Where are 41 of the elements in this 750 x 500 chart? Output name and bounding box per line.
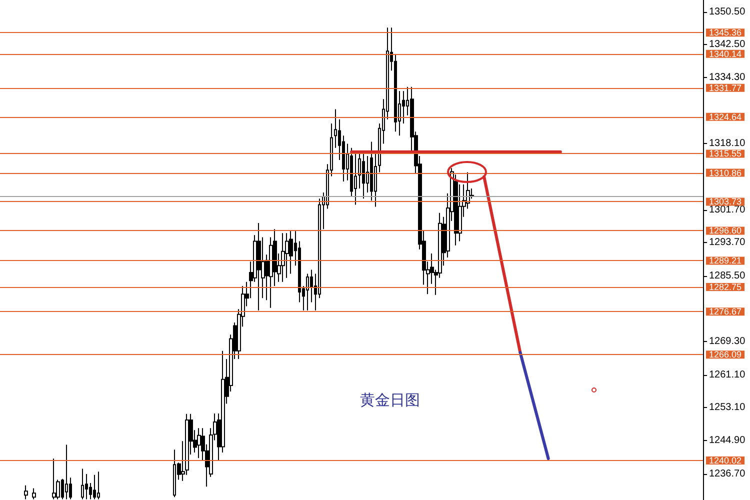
ref-line-label: 1266.09 [709, 350, 742, 360]
candlestick [289, 230, 293, 274]
ref-line-label: 1310.86 [709, 168, 742, 178]
ref-line-label: 1331.77 [709, 82, 742, 93]
candlestick [52, 458, 56, 500]
candlestick [97, 471, 100, 500]
ref-line-label: 1315.55 [709, 148, 742, 159]
ref-line-label: 1340.14 [709, 48, 742, 59]
ref-line-label: 1240.02 [709, 456, 742, 466]
ref-line-label: 1276.67 [709, 306, 742, 317]
candlestick [32, 488, 36, 500]
ref-line-label: 1303.73 [709, 196, 742, 207]
y-tick-label: 1269.30 [709, 336, 746, 348]
ref-line-label: 1296.60 [709, 226, 742, 236]
candlestick [65, 444, 68, 500]
ref-line-label: 1282.75 [709, 282, 742, 292]
candlestick [93, 474, 96, 500]
candlestick [281, 232, 285, 282]
y-tick-label: 1244.90 [709, 435, 746, 446]
y-tick-label: 1261.10 [709, 369, 746, 380]
candlestick [354, 151, 357, 206]
ref-line-label: 1345.36 [709, 28, 742, 38]
y-tick-label: 1293.70 [709, 236, 746, 248]
ref-line-label: 1324.64 [709, 112, 742, 122]
candlestick [197, 428, 201, 459]
ref-line-label: 1289.21 [709, 256, 742, 266]
y-tick-label: 1350.50 [709, 6, 746, 18]
candlestick [306, 273, 309, 311]
y-tick-label: 1253.10 [709, 402, 746, 413]
y-tick-label: 1285.50 [709, 270, 746, 282]
y-tick-label: 1301.70 [709, 204, 746, 216]
y-tick-label: 1236.70 [709, 468, 746, 480]
y-tick-label: 1342.50 [709, 38, 746, 50]
annotation: 黄金日图 [360, 392, 420, 409]
candlestick [81, 468, 84, 500]
candlestick [257, 222, 261, 311]
y-tick-label: 1318.10 [709, 138, 746, 149]
candlestick [285, 232, 289, 278]
y-tick-label: 1334.30 [709, 72, 746, 84]
candlestick [362, 151, 365, 200]
candlestick [24, 484, 28, 500]
